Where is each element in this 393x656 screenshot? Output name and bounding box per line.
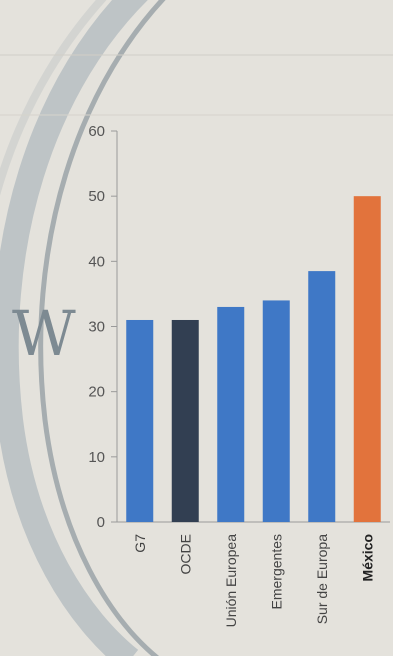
bar-chart: 0 10 20 30 40 50 60 G7 OCDE Unión Europea Emergen… [88, 123, 390, 627]
y-tick-label-20: 20 [88, 384, 105, 401]
category-label-mexico: México [359, 534, 375, 581]
compass-letter-w: W [12, 297, 76, 370]
bar-mexico [353, 196, 381, 522]
bar-g7 [126, 319, 154, 522]
category-labels: G7 OCDE Unión Europea Emergentes Sur de Euro… [132, 534, 376, 628]
category-label-union-europea: Unión Europea [223, 534, 239, 628]
bar-union-europea [217, 306, 245, 522]
y-tick-label-10: 10 [88, 449, 105, 466]
y-axis-ticks: 0 10 20 30 40 50 60 [88, 123, 117, 531]
bars [126, 196, 381, 522]
y-tick-label-40: 40 [88, 253, 105, 270]
category-label-g7: G7 [132, 534, 148, 553]
category-label-ocde: OCDE [177, 534, 193, 574]
y-tick-label-50: 50 [88, 188, 105, 205]
y-tick-label-30: 30 [88, 319, 105, 336]
category-label-sur-de-europa: Sur de Europa [314, 534, 330, 624]
bar-sur-de-europa [308, 271, 336, 522]
y-tick-label-0: 0 [97, 514, 105, 531]
bar-ocde [171, 319, 199, 522]
y-tick-label-60: 60 [88, 123, 105, 140]
category-label-emergentes: Emergentes [268, 534, 284, 609]
bar-emergentes [262, 300, 290, 522]
